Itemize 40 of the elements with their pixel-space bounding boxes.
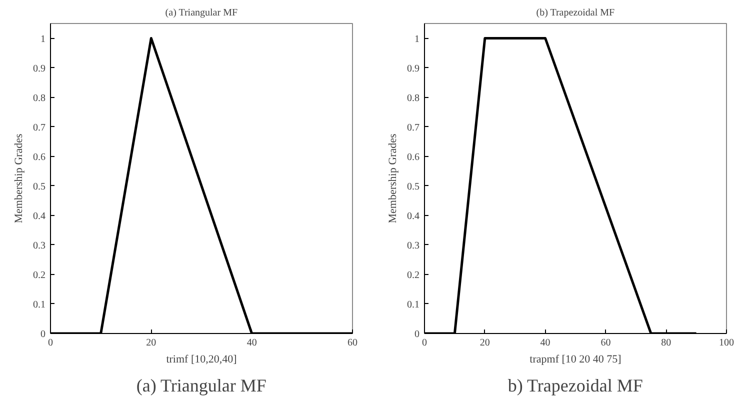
y-axis-title: Membership Grades <box>13 134 25 224</box>
x-tick-label: 60 <box>348 338 358 348</box>
y-tick-label: 0.1 <box>407 299 420 310</box>
y-tick-label: 0.8 <box>407 92 420 104</box>
y-tick-label: 0.7 <box>33 122 46 134</box>
x-tick-label: 0 <box>48 338 53 348</box>
x-tick-label: 0 <box>422 338 427 348</box>
y-tick-label: 0.3 <box>33 240 46 252</box>
x-axis-title: trimf [10,20,40] <box>166 354 237 366</box>
y-tick-label: 0.6 <box>407 152 420 163</box>
y-tick-label: 0 <box>414 329 420 340</box>
y-tick-label: 0.1 <box>33 299 46 310</box>
x-tick-label: 40 <box>540 338 550 348</box>
y-tick-label: 0.6 <box>33 152 46 163</box>
y-tick-label: 0.4 <box>407 210 420 222</box>
y-tick-label: 0.2 <box>407 270 420 281</box>
chart-title: (a) Triangular MF <box>165 8 238 18</box>
text: (a) Triangular MF <box>136 376 266 396</box>
x-tick-label: 40 <box>246 338 257 348</box>
x-tick-label: 80 <box>661 338 672 348</box>
y-tick-label: 0.9 <box>407 63 420 74</box>
x-tick-label: 100 <box>719 338 734 348</box>
y-tick-label: 0.8 <box>33 92 46 104</box>
y-axis-title: Membership Grades <box>387 134 399 224</box>
y-tick-label: 0.9 <box>33 63 46 74</box>
chart-title: (b) Trapezoidal MF <box>536 8 616 18</box>
x-tick-label: 20 <box>146 338 156 348</box>
y-tick-label: 0.4 <box>33 210 46 222</box>
x-axis-title: trapmf [10 20 40 75] <box>530 354 622 366</box>
y-tick-label: 0.3 <box>407 240 420 252</box>
y-tick-label: 1 <box>40 34 46 45</box>
y-tick-label: 0.5 <box>33 181 46 192</box>
text: b) Trapezoidal MF <box>508 376 643 396</box>
y-tick-label: 0 <box>40 329 46 340</box>
x-tick-label: 60 <box>600 338 611 348</box>
y-tick-label: 0.5 <box>407 181 420 192</box>
y-tick-label: 0.2 <box>33 270 46 281</box>
x-tick-label: 20 <box>480 338 490 348</box>
y-tick-label: 0.7 <box>407 122 420 134</box>
y-tick-label: 1 <box>414 34 420 45</box>
